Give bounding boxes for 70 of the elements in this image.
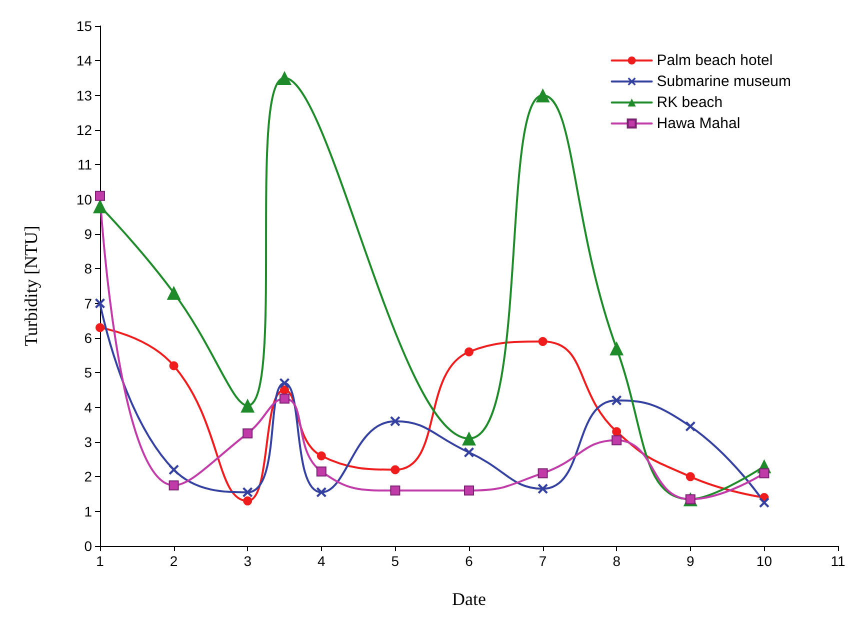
point bbox=[536, 88, 550, 102]
y-tick-label: 3 bbox=[84, 434, 92, 450]
point bbox=[462, 432, 476, 446]
point bbox=[464, 347, 474, 356]
point bbox=[390, 486, 400, 496]
legend-label: RK beach bbox=[656, 94, 723, 111]
y-tick-label: 10 bbox=[76, 191, 92, 208]
y-tick-label: 6 bbox=[84, 330, 92, 346]
point bbox=[316, 466, 326, 476]
point bbox=[390, 465, 400, 474]
point bbox=[538, 336, 548, 346]
point bbox=[464, 447, 474, 458]
point bbox=[316, 487, 326, 498]
point bbox=[242, 428, 253, 438]
point bbox=[610, 341, 624, 356]
point bbox=[612, 435, 622, 446]
legend-label: Hawa Mahal bbox=[656, 115, 740, 132]
y-tick-label: 5 bbox=[84, 364, 92, 381]
x-tick-label: 1 bbox=[96, 553, 104, 569]
x-tick-label: 9 bbox=[686, 553, 694, 569]
y-tick-label: 0 bbox=[84, 538, 92, 554]
point bbox=[280, 378, 290, 388]
y-tick-label: 2 bbox=[84, 468, 92, 485]
y-tick-label: 14 bbox=[76, 52, 92, 69]
x-tick-label: 7 bbox=[538, 553, 547, 569]
point bbox=[169, 361, 178, 370]
point bbox=[166, 286, 181, 300]
y-tick-label: 15 bbox=[76, 18, 92, 34]
point bbox=[168, 464, 179, 475]
legend-label: Palm beach hotel bbox=[656, 52, 773, 69]
x-tick-label: 4 bbox=[318, 553, 326, 569]
y-axis-title: Turbidity [NTU] bbox=[21, 226, 41, 346]
y-tick-label: 8 bbox=[84, 260, 92, 277]
x-tick-label: 10 bbox=[756, 553, 772, 569]
point bbox=[759, 468, 770, 478]
x-tick-label: 2 bbox=[170, 553, 178, 569]
x-tick-label: 3 bbox=[244, 553, 252, 569]
point bbox=[316, 451, 326, 460]
point bbox=[280, 394, 290, 404]
y-tick-label: 1 bbox=[84, 503, 92, 520]
point bbox=[686, 472, 695, 482]
point bbox=[93, 199, 107, 214]
y-tick-label: 11 bbox=[77, 156, 92, 173]
point bbox=[464, 486, 474, 496]
legend-label: Submarine museum bbox=[656, 73, 792, 90]
x-tick-label: 8 bbox=[612, 553, 621, 569]
point bbox=[242, 487, 253, 498]
x-axis-title: Date bbox=[452, 589, 486, 609]
y-tick-label: 12 bbox=[76, 122, 92, 138]
point bbox=[612, 395, 622, 406]
point bbox=[168, 480, 179, 490]
point bbox=[240, 398, 255, 413]
point bbox=[96, 323, 104, 332]
y-tick-label: 7 bbox=[84, 295, 92, 312]
x-tick-label: 6 bbox=[465, 553, 474, 569]
point bbox=[278, 71, 292, 85]
point bbox=[95, 298, 105, 308]
y-tick-label: 4 bbox=[84, 399, 92, 416]
point bbox=[685, 421, 696, 432]
point bbox=[759, 498, 770, 508]
point bbox=[538, 484, 548, 494]
point bbox=[538, 468, 548, 478]
point bbox=[612, 427, 622, 436]
point bbox=[390, 416, 400, 426]
x-tick-label: 5 bbox=[391, 553, 400, 569]
point bbox=[243, 496, 252, 506]
x-tick-label: 11 bbox=[830, 553, 846, 569]
y-tick-label: 9 bbox=[84, 226, 92, 242]
y-tick-label: 13 bbox=[76, 87, 92, 104]
point bbox=[95, 190, 105, 201]
